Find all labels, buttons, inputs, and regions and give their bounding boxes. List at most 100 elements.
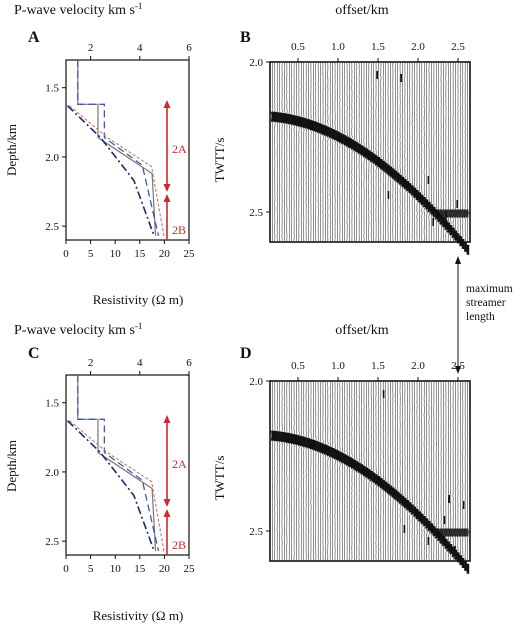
x-tick-label: 1.0 <box>331 360 345 372</box>
seismic-trace <box>294 63 301 241</box>
late-arrival-wavelet <box>459 528 462 537</box>
seismic-trace <box>371 381 377 560</box>
reflection-wavelet <box>411 504 414 515</box>
y-tick-label: 1.5 <box>45 398 59 410</box>
reflection-wavelet <box>307 119 311 130</box>
top-tick-label: 4 <box>137 357 143 369</box>
seismic-trace <box>409 381 416 561</box>
profile-line-pink-dashed <box>69 105 165 236</box>
seismic-trace <box>415 381 421 561</box>
reflection-wavelet <box>452 227 455 238</box>
x-tick-label: 15 <box>134 563 146 575</box>
reflection-wavelet <box>401 176 405 187</box>
seismic-trace <box>342 381 348 561</box>
late-arrival-wavelet <box>448 209 451 218</box>
seismic-trace <box>275 62 281 242</box>
reflection-wavelet <box>324 125 328 136</box>
reflection-wavelet <box>273 430 277 441</box>
seismic-trace <box>409 62 416 241</box>
reflection-wavelet <box>401 495 405 506</box>
seismic-noise-mark <box>448 495 450 503</box>
seismic-trace <box>296 62 303 241</box>
reflection-wavelet <box>348 456 352 467</box>
reflection-wavelet <box>382 160 385 171</box>
reflection-wavelet <box>406 499 409 510</box>
arrow-2a-head-down <box>163 184 171 192</box>
reflection-wavelet <box>309 120 313 131</box>
reflection-wavelet <box>334 130 337 141</box>
seismic-trace <box>380 381 387 561</box>
y-tick-label: 2.5 <box>45 536 59 548</box>
reflection-wavelet <box>283 432 287 443</box>
reflection-wavelet <box>394 489 397 500</box>
seismic-trace <box>272 62 279 242</box>
streamer-note-line-2: streamer <box>466 297 506 309</box>
reflection-wavelet <box>384 162 388 173</box>
seismic-trace <box>318 62 325 242</box>
reflection-wavelet <box>379 158 383 169</box>
seismic-trace <box>349 62 355 241</box>
reflection-wavelet <box>307 438 311 449</box>
reflection-wavelet <box>413 187 417 198</box>
reflection-wavelet <box>300 436 303 447</box>
top-tick-label: 2 <box>88 42 94 54</box>
y-tick-label: 2.5 <box>249 207 263 219</box>
reflection-wavelet <box>370 151 373 162</box>
seismic-trace <box>421 382 427 560</box>
reflection-wavelet <box>271 430 274 441</box>
seismic-trace <box>270 381 277 561</box>
reflection-wavelet <box>382 479 385 490</box>
seismic-trace <box>397 382 404 561</box>
seismic-noise-mark <box>387 191 390 199</box>
profile-line-pink-dashed <box>69 420 165 551</box>
seismic-trace <box>407 382 413 560</box>
x-tick-label: 1.5 <box>371 41 385 53</box>
y-tick-label: 1.5 <box>45 83 59 95</box>
reflection-wavelet <box>367 469 371 480</box>
panel-b: offset/km B TWTT/s 0.5 1.0 1.5 2.0 2.5 2.0 2.5 <box>212 3 471 255</box>
reflection-wavelet <box>377 157 381 168</box>
seismic-trace <box>373 62 379 241</box>
reflection-wavelet <box>312 120 315 131</box>
reflection-wavelet <box>336 131 340 142</box>
reflection-wavelet <box>444 538 448 549</box>
panel-label-a: A <box>28 29 40 46</box>
seismic-trace <box>333 63 339 241</box>
late-arrival-wavelet <box>443 528 447 537</box>
profile-lines-a <box>66 60 165 237</box>
reflection-wavelet <box>293 115 296 126</box>
seismic-trace <box>291 63 297 241</box>
reflection-wavelet <box>454 230 458 241</box>
seismic-trace <box>376 63 381 242</box>
seismic-trace <box>412 62 419 242</box>
reflection-wavelet <box>440 214 443 225</box>
x-tick-label: 10 <box>110 248 122 260</box>
reflection-wavelet <box>317 122 320 133</box>
seismic-noise-mark <box>443 516 446 524</box>
late-arrival-wavelet <box>457 209 460 218</box>
reflection-wavelet <box>418 511 422 522</box>
reflection-wavelet <box>375 155 378 166</box>
reflection-wavelet <box>408 183 412 194</box>
reflection-wavelet <box>273 111 277 122</box>
seismic-trace <box>421 63 427 242</box>
seismic-trace <box>272 381 279 560</box>
reflection-wavelet <box>415 189 419 200</box>
seismic-trace <box>282 62 288 242</box>
reflection-wavelet <box>466 244 470 255</box>
seismic-trace <box>342 62 348 242</box>
reflection-wavelet <box>302 436 306 447</box>
late-arrival-wavelet <box>437 528 440 537</box>
seismic-trace <box>426 62 433 242</box>
reflection-wavelet <box>420 513 424 524</box>
reflection-wavelet <box>290 114 294 125</box>
seismic-trace <box>315 382 322 560</box>
seismic-trace <box>344 382 351 561</box>
seismic-trace <box>347 381 354 560</box>
seismic-noise-mark <box>432 218 434 226</box>
late-arrival-wavelet <box>448 528 451 537</box>
seismic-trace <box>325 381 331 561</box>
seismic-noise-mark <box>400 74 402 82</box>
seismic-trace <box>270 62 277 242</box>
